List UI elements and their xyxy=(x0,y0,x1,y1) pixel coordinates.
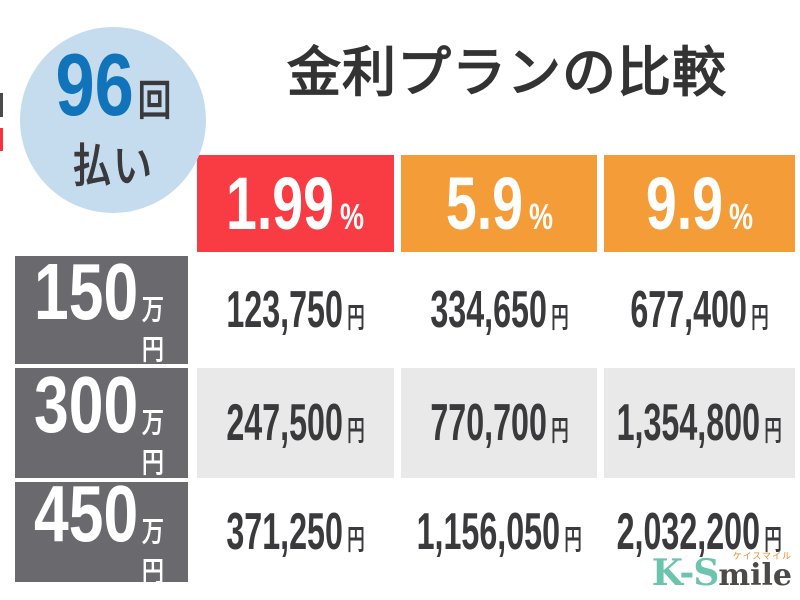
yen-suffix: 円 xyxy=(550,302,569,333)
payment-cell-450-1-99: 371,250 円 xyxy=(197,482,394,582)
payment-amount: 371,250 xyxy=(226,503,343,561)
rate-value-wrap: 9.9 % xyxy=(645,161,754,245)
principal-wrap: 150 万円 xyxy=(34,252,169,368)
payment-wrap: 1,156,050 円 xyxy=(416,506,581,558)
payment-wrap: 371,250 円 xyxy=(226,506,364,558)
percent-sign: % xyxy=(729,195,754,237)
payment-amount: 1,354,800 xyxy=(616,394,761,452)
payment-amount: 334,650 xyxy=(429,281,547,339)
payment-amount: 2,032,200 xyxy=(616,503,761,561)
principal-amount: 150 xyxy=(34,247,139,336)
payment-amount: 677,400 xyxy=(630,281,747,339)
rate-value-wrap: 5.9 % xyxy=(445,161,553,245)
percent-sign: % xyxy=(340,195,365,237)
installments-count-unit: 回 xyxy=(137,76,171,124)
rate-value: 9.9 xyxy=(645,161,724,245)
payment-wrap: 770,700 円 xyxy=(430,397,568,449)
payment-cell-450-5-9: 1,156,050 円 xyxy=(401,482,597,582)
payment-amount: 770,700 xyxy=(429,394,547,452)
payment-cell-150-9-9: 677,400 円 xyxy=(604,256,795,364)
principal-unit: 万円 xyxy=(142,516,164,587)
principal-unit: 万円 xyxy=(142,407,164,478)
payment-cell-450-9-9: 2,032,200 円 xyxy=(604,482,795,582)
principal-label-450: 450 万円 xyxy=(15,474,188,587)
principal-amount: 450 xyxy=(34,469,139,558)
rate-value: 5.9 xyxy=(445,161,523,245)
yen-suffix: 円 xyxy=(751,302,769,333)
yen-suffix: 円 xyxy=(764,524,783,555)
left-edge-artifact-dark xyxy=(0,93,3,117)
yen-suffix: 円 xyxy=(347,302,365,333)
payment-wrap: 247,500 円 xyxy=(226,397,364,449)
payment-wrap: 1,354,800 円 xyxy=(617,397,782,449)
principal-unit: 万円 xyxy=(142,294,164,365)
payment-cell-300-5-9: 770,700 円 xyxy=(401,368,597,478)
payment-wrap: 677,400 円 xyxy=(630,284,768,336)
logo-suffix-text: mile xyxy=(718,558,792,593)
page-title: 金利プランの比較 xyxy=(287,43,727,103)
ksmile-logo: K-S ケイスマイル mile xyxy=(651,551,792,594)
payment-wrap: 334,650 円 xyxy=(430,284,568,336)
payment-cell-150-1-99: 123,750 円 xyxy=(197,256,394,364)
yen-suffix: 円 xyxy=(764,415,783,446)
principal-wrap: 300 万円 xyxy=(34,365,169,481)
installments-count: 96 xyxy=(55,34,134,134)
payment-cell-300-9-9: 1,354,800 円 xyxy=(604,368,795,478)
principal-amount: 300 xyxy=(34,360,139,449)
yen-suffix: 円 xyxy=(564,524,582,555)
rate-value: 1.99 xyxy=(226,161,335,245)
logo-suffix-block: ケイスマイル mile xyxy=(718,551,792,593)
payment-cell-300-1-99: 247,500 円 xyxy=(197,368,394,478)
rate-header-2: 5.9 % xyxy=(401,155,597,252)
percent-sign: % xyxy=(528,195,553,237)
rate-header-3: 9.9 % xyxy=(604,155,795,252)
principal-label-150: 150 万円 xyxy=(15,252,188,365)
payment-amount: 1,156,050 xyxy=(416,503,560,561)
installments-count-line: 96 回 xyxy=(55,34,171,134)
principal-label-300: 300 万円 xyxy=(15,365,188,481)
left-edge-artifact-red xyxy=(0,128,3,151)
payment-wrap: 2,032,200 円 xyxy=(617,506,782,558)
yen-suffix: 円 xyxy=(347,524,365,555)
principal-wrap: 450 万円 xyxy=(34,474,169,590)
yen-suffix: 円 xyxy=(550,415,569,446)
payment-amount: 123,750 xyxy=(226,281,343,339)
payment-cell-150-5-9: 334,650 円 xyxy=(401,256,597,364)
rate-header-1: 1.99 % xyxy=(197,155,394,252)
installments-label: 払い xyxy=(72,139,154,192)
payment-amount: 247,500 xyxy=(226,394,343,452)
yen-suffix: 円 xyxy=(347,415,365,446)
logo-ruby-text: ケイスマイル xyxy=(732,551,792,561)
rate-value-wrap: 1.99 % xyxy=(226,161,365,245)
payment-wrap: 123,750 円 xyxy=(226,284,364,336)
installments-badge: 96 回 払い xyxy=(20,27,206,213)
logo-prefix-text: K-S xyxy=(651,552,720,594)
